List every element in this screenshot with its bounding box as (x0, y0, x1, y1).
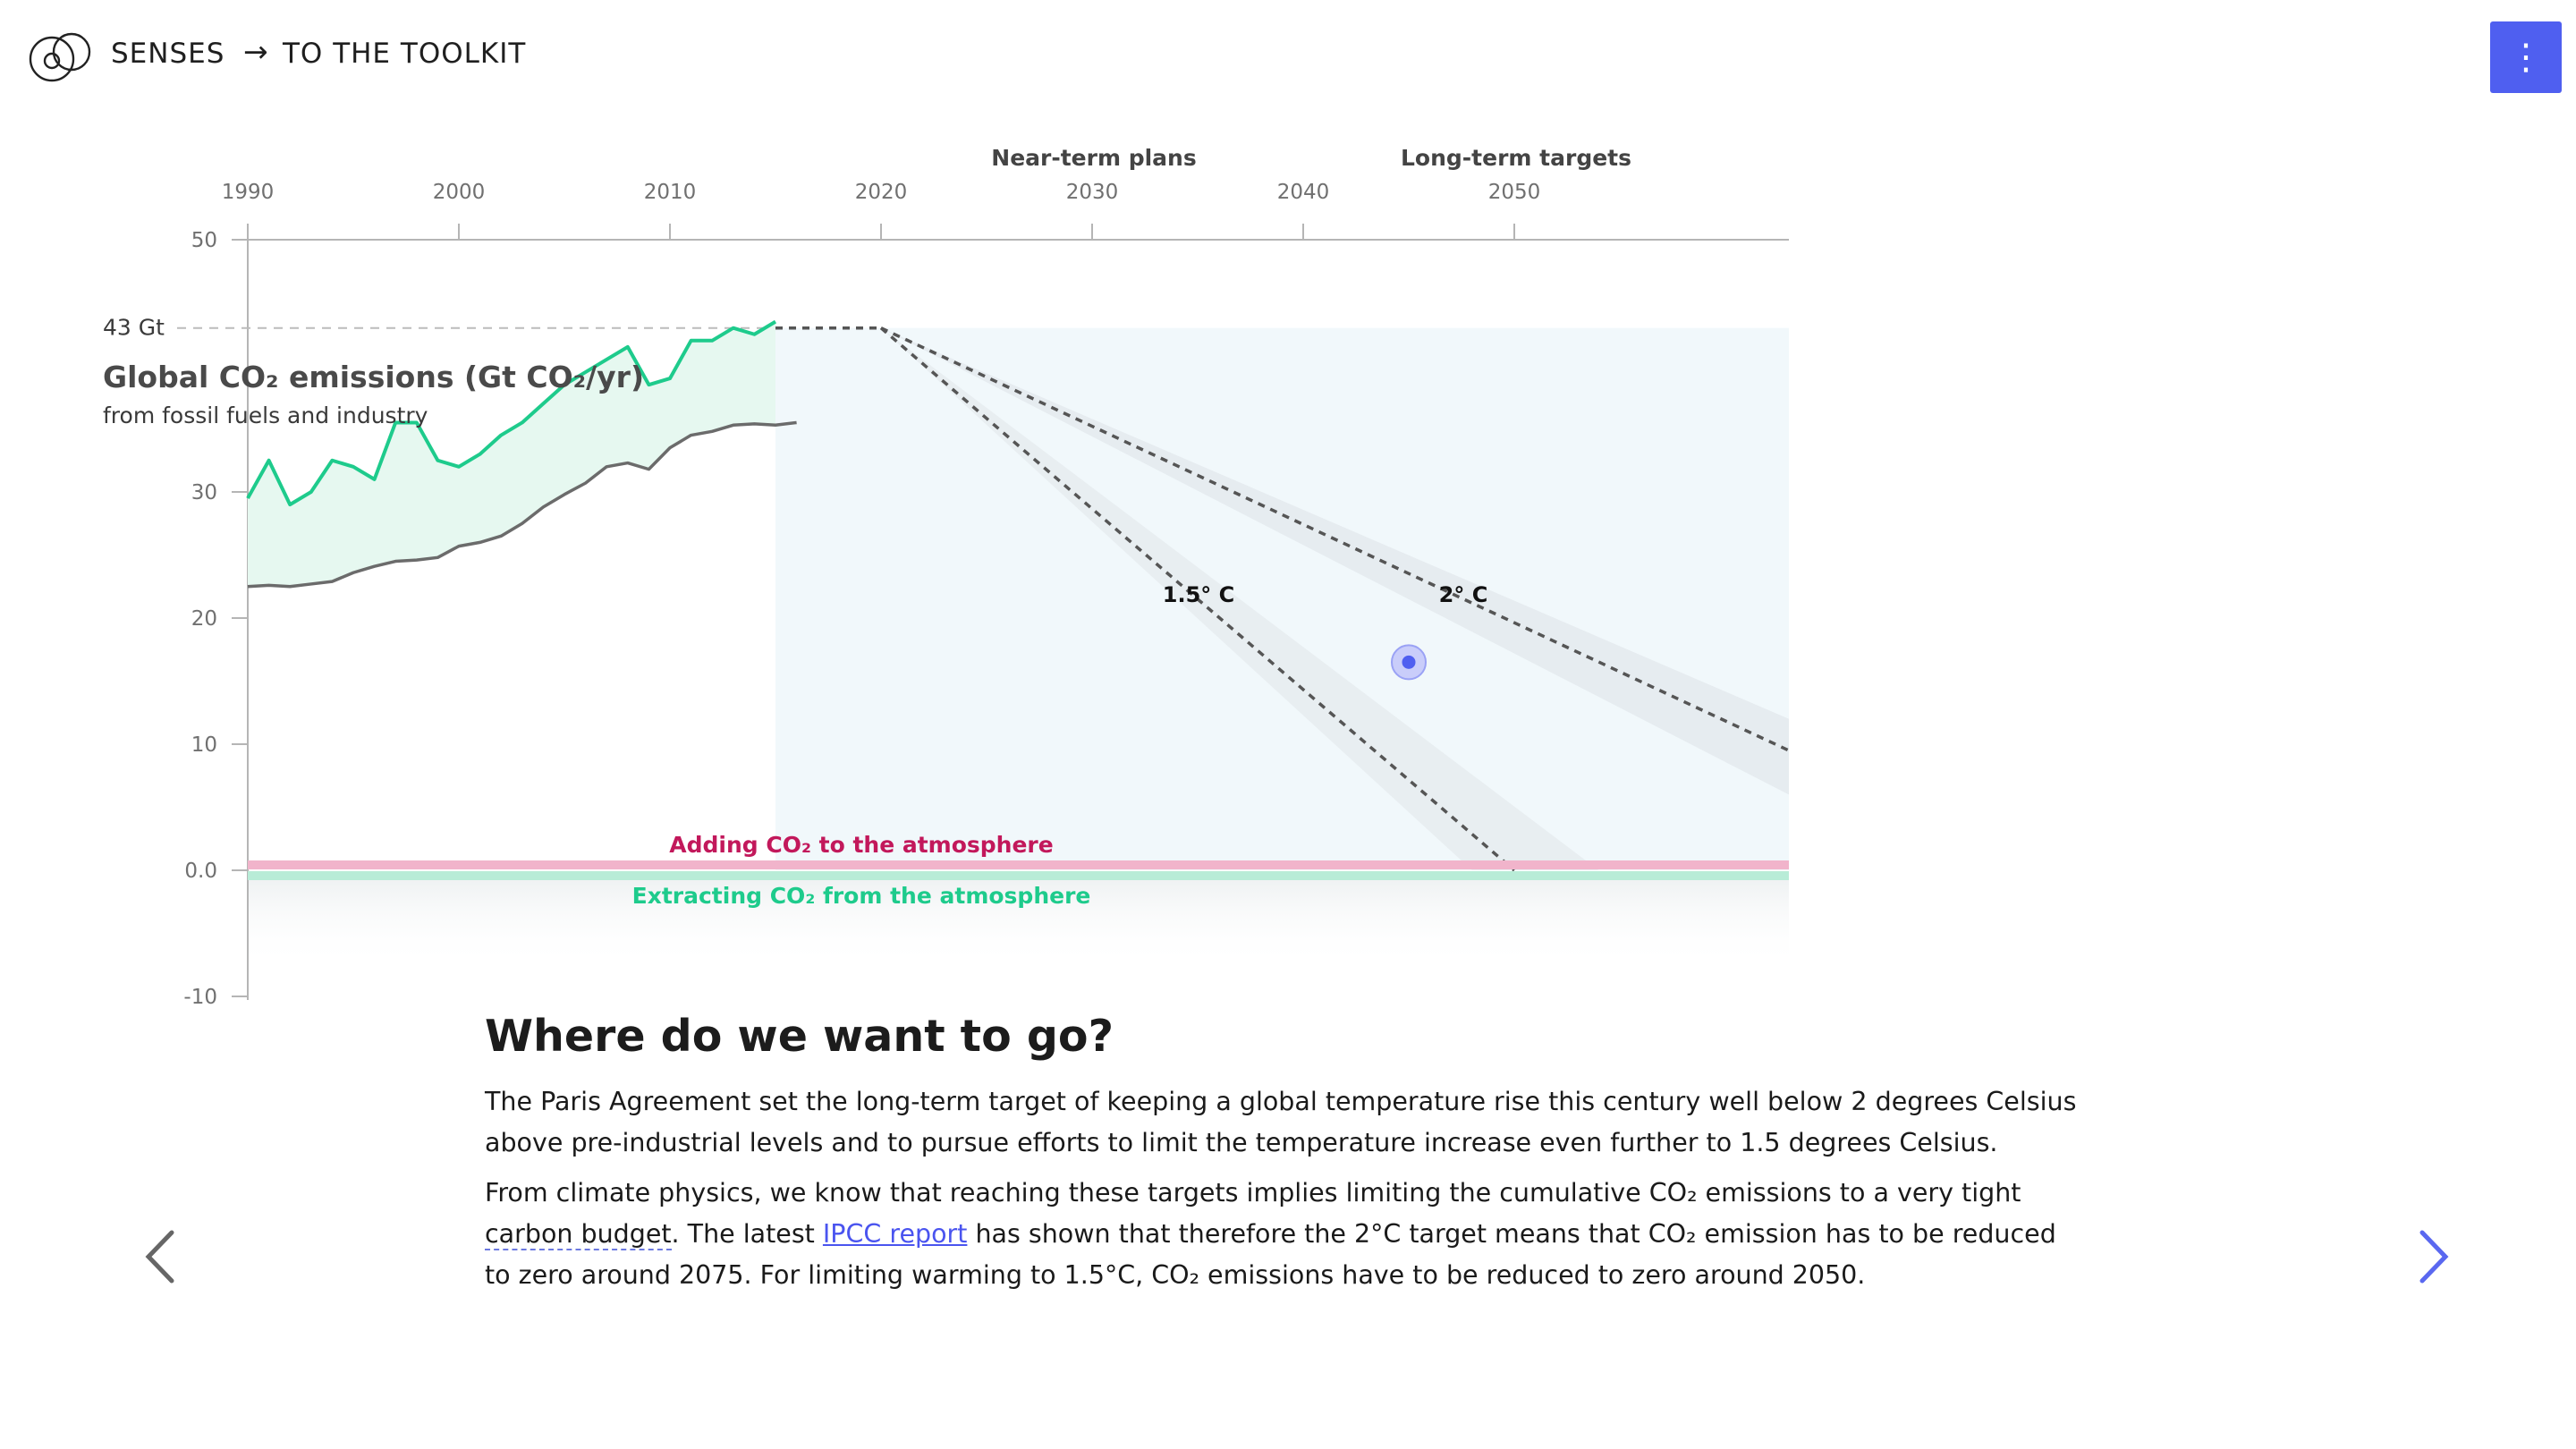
y-tick-label: 20 (191, 607, 217, 631)
total-emissions-line (246, 319, 777, 507)
arrow-right-icon: → (243, 34, 268, 69)
previous-chevron-icon[interactable] (134, 1225, 188, 1288)
projection-area (775, 327, 1789, 870)
content-section: Where do we want to go? The Paris Agreem… (485, 1011, 2077, 1305)
more-menu-button[interactable]: ⋮ (2490, 21, 2562, 93)
senses-logo-icon[interactable] (27, 30, 102, 84)
extracting-co2-label: Extracting CO₂ from the atmosphere (632, 883, 1091, 909)
next-chevron-icon[interactable] (2406, 1225, 2460, 1288)
y-tick-label: -10 (183, 986, 217, 1009)
y-tick-label: 30 (191, 481, 217, 504)
chart-title: Global CO₂ emissions (Gt CO₂/yr) (103, 360, 644, 394)
y-tick-label: 50 (191, 229, 217, 252)
negative-area (248, 877, 1789, 966)
paragraph-text: . The latest (671, 1219, 823, 1249)
scenario-1-5-label: 1.5° C (1163, 582, 1234, 607)
fossil-emissions-line (247, 420, 797, 589)
brand-name[interactable]: SENSES (111, 38, 225, 70)
paragraph-paris-agreement: The Paris Agreement set the long-term ta… (485, 1087, 2077, 1157)
vertical-dots-icon: ⋮ (2508, 37, 2544, 78)
peak-label: 43 Gt (103, 315, 165, 341)
carbon-budget-term[interactable]: carbon budget (485, 1219, 672, 1250)
extracting-co2-band (248, 871, 1789, 880)
adding-co2-label: Adding CO₂ to the atmosphere (669, 832, 1053, 858)
top-bar: SENSES → TO THE TOOLKIT ⋮ (0, 0, 2576, 114)
x-tick-label: 2000 (433, 181, 486, 204)
section-heading: Where do we want to go? (485, 1011, 1114, 1062)
scenario-1-5-line (879, 326, 1516, 872)
chart-subtitle: from fossil fuels and industry (103, 402, 428, 428)
paragraph-text: has shown that therefore the 2°C target … (485, 1219, 2056, 1290)
paragraph-text: From climate physics, we know that reach… (485, 1178, 2021, 1208)
x-tick-label: 2050 (1488, 181, 1541, 204)
y-tick-label: 10 (191, 733, 217, 757)
adding-co2-band (248, 860, 1789, 869)
x-tick-label: 2040 (1277, 181, 1330, 204)
scenario-band-2 (881, 327, 1789, 795)
y-tick-label: 0.0 (184, 860, 217, 883)
x-tick-label: 2020 (855, 181, 908, 204)
interactive-marker[interactable] (1402, 655, 1416, 669)
ipcc-report-link[interactable]: IPCC report (822, 1219, 968, 1249)
x-tick-label: 2030 (1066, 181, 1119, 204)
to-the-toolkit-link[interactable]: TO THE TOOLKIT (283, 38, 527, 70)
emissions-gap-area (248, 321, 775, 587)
scenario-2-label: 2° C (1439, 582, 1488, 607)
section-label: Long-term targets (1401, 145, 1631, 171)
section-label: Near-term plans (991, 145, 1196, 171)
x-tick-label: 1990 (222, 181, 275, 204)
scenario-band-1-5 (881, 327, 1599, 870)
paragraph-climate-physics: From climate physics, we know that reach… (485, 1173, 2077, 1296)
x-tick-label: 2010 (644, 181, 697, 204)
scenario-2-line (880, 326, 1790, 752)
